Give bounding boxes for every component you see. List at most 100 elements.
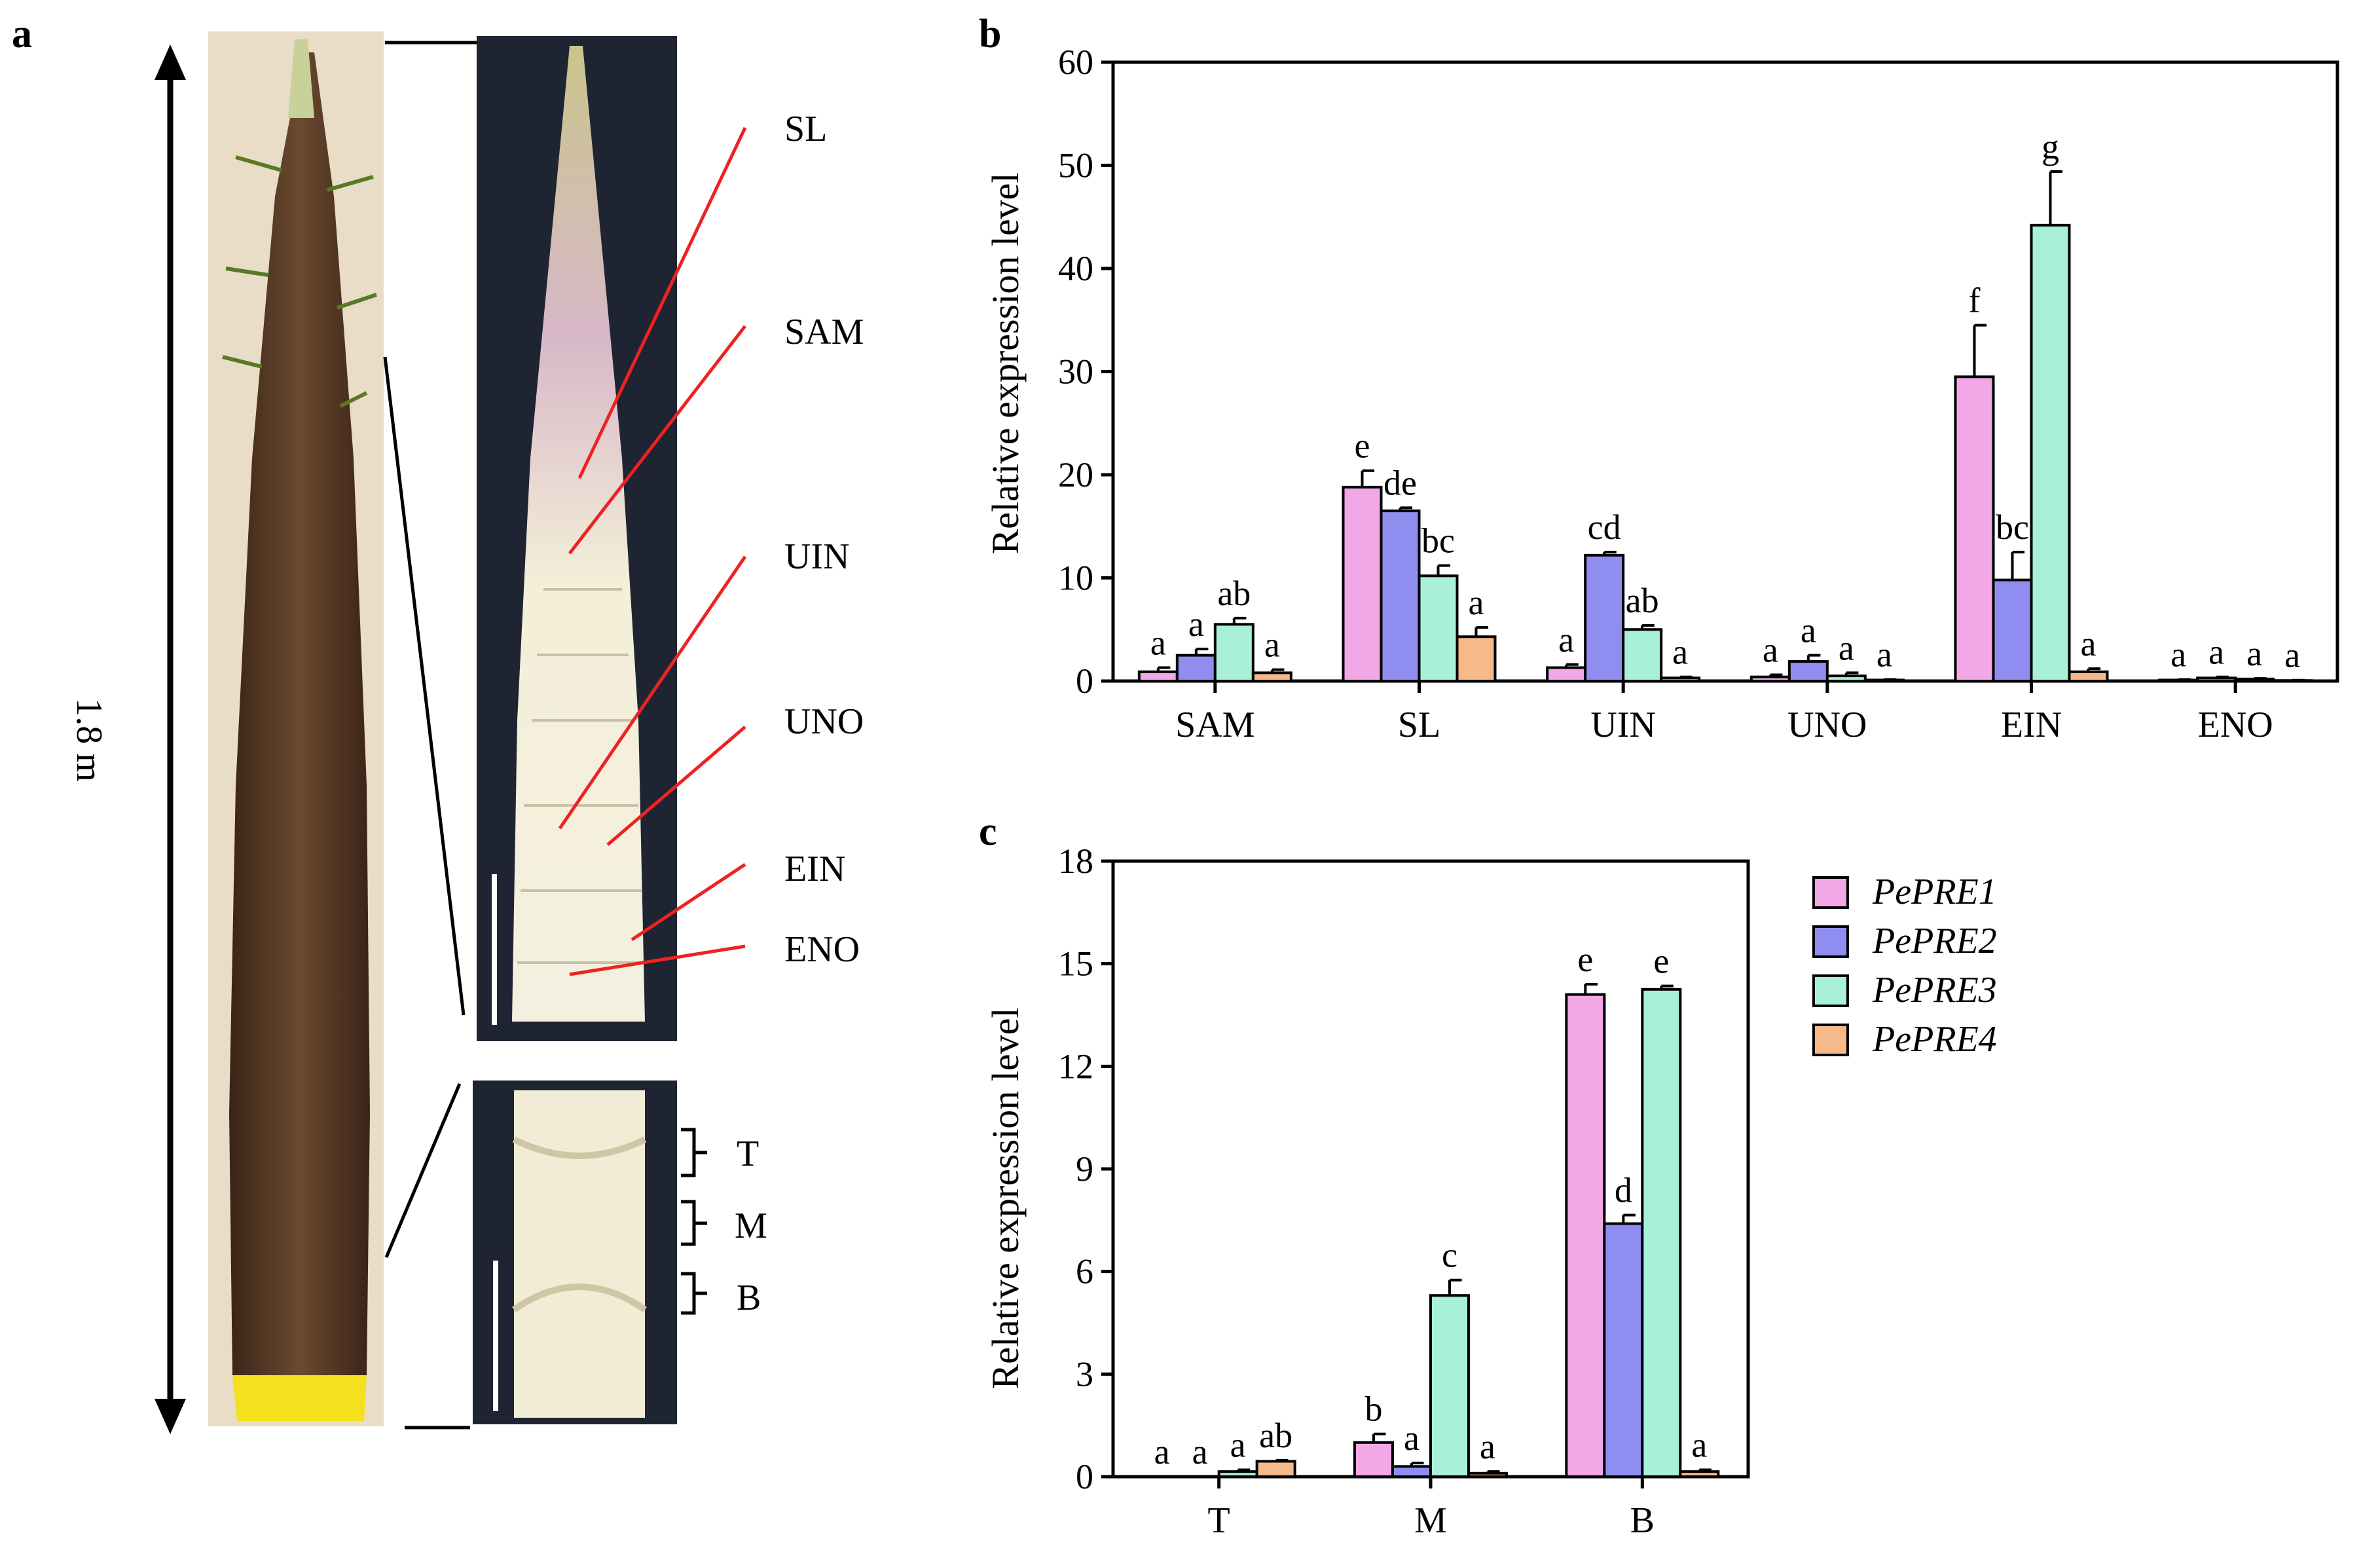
bar-PePRE2-ENO [2196, 676, 2237, 683]
sig-letter-PePRE3-UNO: a [1839, 628, 1854, 667]
sig-letter-PePRE2-SAM: a [1188, 604, 1204, 644]
sig-letter-PePRE3-ENO: a [2246, 634, 2262, 673]
sig-letter-PePRE2-ENO: a [2208, 633, 2224, 672]
longitudinal-section-photo [477, 36, 677, 1041]
bar-PePRE1-M [1353, 1441, 1394, 1479]
sig-letter-PePRE3-SL: bc [1421, 521, 1455, 561]
sig-letter-PePRE4-ENO: a [2284, 636, 2300, 675]
legend-label-PePRE2: PePRE2 [1872, 921, 1997, 961]
sig-letter-PePRE3-M: c [1442, 1236, 1457, 1275]
legend-swatch-PePRE1 [1812, 876, 1849, 909]
bar-PePRE2-SL [1380, 509, 1421, 682]
internode-section-photo [473, 1081, 677, 1424]
bar-PePRE4-SAM [1251, 671, 1292, 683]
label-UNO: UNO [784, 701, 864, 742]
bar-PePRE3-UNO [1825, 674, 1867, 682]
sig-letter-PePRE3-EIN: g [2041, 127, 2059, 166]
bar-PePRE2-SAM [1175, 654, 1217, 682]
y-tick-label: 30 [1058, 352, 1093, 392]
bar-PePRE3-UIN [1622, 628, 1663, 682]
bar-PePRE4-SL [1455, 635, 1497, 683]
x-tick-label: M [1414, 1500, 1447, 1541]
legend-label-PePRE1: PePRE1 [1872, 872, 1997, 912]
label-ENO: ENO [784, 929, 860, 970]
legend-swatch-PePRE2 [1812, 925, 1849, 958]
chart-c: c Relative expression level 0 3 6 9 12 15 18 Ta… [979, 809, 1750, 1541]
bar-PePRE1-UNO [1749, 675, 1791, 682]
sig-letter-PePRE4-UNO: a [1877, 635, 1892, 674]
x-tick-label: SL [1398, 705, 1440, 745]
bar-PePRE2-UNO [1787, 660, 1829, 683]
label-T: T [737, 1134, 759, 1174]
bar-PePRE4-EIN [2068, 670, 2109, 682]
label-M: M [735, 1206, 767, 1246]
sig-letter-PePRE2-UIN: cd [1588, 508, 1621, 547]
label-B: B [737, 1278, 761, 1318]
bar-PePRE2-M [1391, 1465, 1432, 1478]
y-tick-label: 15 [1058, 944, 1093, 984]
x-tick-label: ENO [2198, 705, 2273, 745]
bar-PePRE4-T [1255, 1460, 1296, 1478]
sig-letter-PePRE1-T: a [1154, 1432, 1170, 1471]
bar-PePRE3-M [1429, 1294, 1470, 1478]
y-tick-label: 10 [1058, 559, 1093, 598]
bar-PePRE1-B [1565, 993, 1606, 1478]
legend-swatch-PePRE3 [1812, 974, 1849, 1007]
sig-letter-PePRE2-B: d [1615, 1171, 1632, 1210]
sig-letter-PePRE2-M: a [1404, 1418, 1419, 1458]
y-tick-label: 20 [1058, 455, 1093, 494]
y-tick-label: 0 [1076, 661, 1093, 701]
sig-letter-PePRE4-B: a [1691, 1426, 1707, 1465]
legend-label-PePRE4: PePRE4 [1872, 1019, 1997, 1060]
sig-letter-PePRE3-SAM: ab [1217, 574, 1251, 613]
y-tick-label: 0 [1076, 1457, 1093, 1496]
legend-swatch-PePRE4 [1812, 1024, 1849, 1056]
sig-letter-PePRE3-T: a [1230, 1426, 1246, 1465]
y-tick-label: 9 [1076, 1149, 1093, 1189]
sig-letter-PePRE4-SAM: a [1264, 625, 1280, 665]
y-tick-label: 12 [1058, 1046, 1093, 1086]
panel-letter-c: c [979, 809, 997, 854]
bar-PePRE1-SAM [1137, 670, 1179, 682]
height-label: 1.8 m [69, 698, 109, 782]
bar-PePRE2-EIN [1992, 578, 2033, 683]
sig-letter-PePRE3-B: e [1653, 942, 1669, 981]
x-tick-label: UNO [1787, 705, 1867, 745]
label-EIN: EIN [784, 849, 845, 889]
sig-letter-PePRE4-M: a [1480, 1427, 1495, 1466]
bar-PePRE3-EIN [2030, 223, 2071, 683]
chart-c-ylabel: Relative expression level [984, 1007, 1027, 1389]
plot-frame [1111, 60, 2339, 683]
chart-b: b Relative expression level 0 10 20 30 40 50 6… [979, 12, 2339, 745]
bar-PePRE1-SL [1342, 485, 1383, 683]
x-tick-label: SAM [1175, 705, 1254, 745]
y-tick-label: 3 [1076, 1354, 1093, 1394]
sig-letter-PePRE1-UIN: a [1558, 620, 1574, 659]
height-arrow [155, 45, 186, 1434]
sig-letter-PePRE1-UNO: a [1763, 631, 1778, 670]
y-tick-label: 6 [1076, 1252, 1093, 1291]
bar-PePRE3-T [1217, 1470, 1258, 1479]
bar-PePRE4-M [1467, 1471, 1508, 1479]
sig-letter-PePRE2-T: a [1192, 1432, 1208, 1471]
label-SL: SL [784, 109, 827, 149]
bamboo-shoot-photo [208, 31, 384, 1426]
bar-PePRE4-B [1679, 1470, 1720, 1479]
sig-letter-PePRE1-SL: e [1355, 426, 1370, 466]
bar-PePRE4-UIN [1660, 676, 1701, 683]
internode-brackets [681, 1128, 707, 1315]
sig-letter-PePRE1-ENO: a [2170, 635, 2186, 674]
sig-letter-PePRE3-UIN: ab [1626, 581, 1659, 620]
sig-letter-PePRE2-SL: de [1383, 463, 1417, 502]
chart-b-ylabel: Relative expression level [984, 172, 1027, 554]
zoom-connectors [383, 41, 477, 1430]
sig-letter-PePRE1-SAM: a [1150, 623, 1166, 663]
sig-letter-PePRE1-EIN: f [1969, 281, 1981, 320]
section-pointers [558, 126, 747, 976]
bar-PePRE3-SL [1418, 574, 1459, 682]
bar-PePRE3-B [1641, 988, 1682, 1479]
y-tick-label: 50 [1058, 146, 1093, 185]
x-tick-label: UIN [1590, 705, 1656, 745]
label-UIN: UIN [784, 536, 850, 577]
legend: PePRE1 PePRE2 PePRE3 PePRE4 [1812, 872, 1997, 1060]
